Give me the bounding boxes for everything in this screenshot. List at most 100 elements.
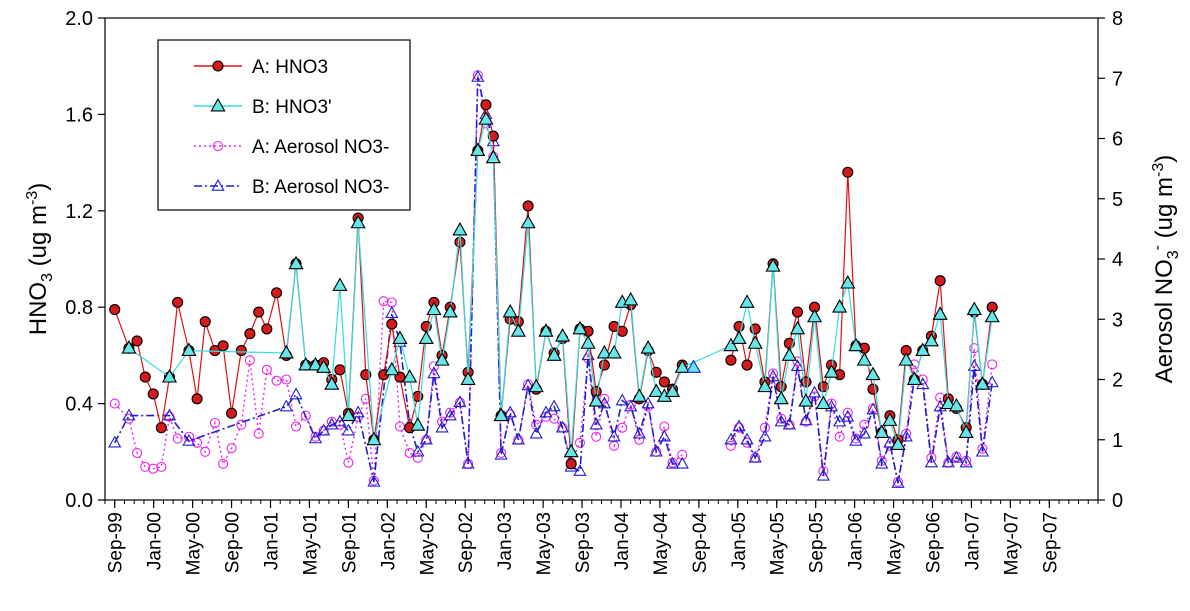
- data-point: [759, 422, 770, 433]
- data-point: [815, 395, 831, 410]
- data-point: [798, 393, 814, 407]
- data-point: [985, 375, 999, 388]
- data-point: [366, 431, 382, 446]
- data-point: [181, 342, 197, 357]
- data-point: [758, 429, 772, 442]
- data-point: [874, 424, 890, 438]
- data-point: [402, 368, 418, 383]
- data-point: [591, 431, 602, 442]
- x-tick-label: Jan-00: [145, 512, 166, 570]
- data-point: [624, 399, 638, 412]
- y-right-axis-title: Aerosol NO3- (ug m-3): [1149, 155, 1182, 384]
- x-tick-label: Jan-05: [729, 512, 750, 570]
- data-point: [480, 99, 492, 111]
- x-tick-label: Sep-99: [106, 512, 127, 573]
- data-point: [725, 440, 736, 451]
- data-point: [974, 376, 991, 390]
- data-point: [924, 455, 939, 468]
- data-point: [987, 359, 998, 370]
- data-point: [226, 443, 237, 454]
- data-point: [521, 378, 535, 391]
- data-point: [539, 405, 553, 418]
- data-point: [325, 417, 339, 430]
- x-tick-label: May-02: [417, 512, 438, 575]
- data-point: [191, 393, 203, 405]
- y-right-tick-label: 0: [1112, 490, 1123, 512]
- data-point: [606, 344, 622, 359]
- data-point: [343, 457, 354, 468]
- data-point: [616, 325, 628, 337]
- data-point: [773, 390, 789, 405]
- data-point: [792, 356, 803, 367]
- data-point: [503, 405, 517, 418]
- data-point: [426, 301, 442, 316]
- data-point: [984, 308, 1000, 323]
- data-point: [199, 316, 211, 328]
- series-b-hno3: [121, 111, 1000, 458]
- data-point: [520, 214, 536, 229]
- data-point: [156, 461, 167, 472]
- x-tick-label: May-07: [1001, 512, 1022, 575]
- data-point: [934, 275, 946, 287]
- data-point: [161, 368, 178, 383]
- data-point: [410, 417, 426, 431]
- legend-label: B: Aerosol NO3-: [252, 177, 389, 198]
- data-point: [360, 393, 371, 404]
- data-point: [121, 340, 137, 354]
- data-point: [549, 413, 560, 424]
- data-point: [555, 420, 570, 433]
- data-point: [386, 318, 398, 330]
- data-point: [139, 371, 151, 383]
- data-point: [435, 420, 449, 433]
- data-point: [367, 474, 381, 487]
- x-tick-label: Jan-04: [612, 512, 633, 571]
- y-left-tick-label: 2.0: [65, 8, 93, 30]
- data-point: [848, 337, 864, 352]
- data-point: [967, 359, 981, 371]
- data-point: [781, 347, 797, 361]
- data-point: [360, 369, 372, 381]
- data-point: [209, 417, 221, 428]
- data-point: [948, 397, 965, 412]
- data-point: [747, 335, 763, 349]
- data-point: [452, 221, 468, 236]
- series-b-aerosol-no3: [724, 359, 999, 488]
- data-point: [140, 461, 151, 472]
- data-point: [923, 332, 939, 347]
- data-point: [427, 366, 441, 379]
- data-point: [800, 376, 812, 388]
- data-point: [739, 294, 755, 308]
- data-point: [445, 407, 456, 418]
- data-point: [915, 342, 931, 357]
- data-point: [640, 340, 656, 354]
- data-point: [608, 320, 620, 333]
- data-point: [217, 340, 229, 352]
- x-tick-label: Sep-03: [573, 512, 594, 573]
- legend: A: HNO3 B: HNO3' A: Aerosol NO3- B: Aerosol…: [157, 39, 411, 211]
- data-point: [823, 364, 840, 378]
- x-tick-label: Sep-01: [339, 512, 360, 573]
- data-point: [384, 361, 400, 376]
- data-point: [442, 303, 458, 318]
- data-point: [599, 393, 610, 404]
- data-point: [494, 447, 508, 460]
- data-point: [975, 444, 990, 457]
- x-tick-label: May-06: [885, 512, 906, 575]
- y-right-tick-label: 8: [1112, 8, 1123, 30]
- data-point: [649, 444, 663, 457]
- data-point: [658, 376, 670, 388]
- series-line: [113, 76, 683, 483]
- data-point: [617, 422, 628, 433]
- data-point: [378, 296, 389, 307]
- data-point: [816, 468, 830, 481]
- data-point: [412, 452, 423, 463]
- data-point: [554, 327, 571, 342]
- data-point: [782, 417, 796, 430]
- data-point: [529, 426, 543, 439]
- data-point: [453, 395, 467, 408]
- data-point: [172, 433, 183, 444]
- data-point: [418, 330, 434, 344]
- data-point: [725, 354, 737, 366]
- data-point: [131, 335, 143, 347]
